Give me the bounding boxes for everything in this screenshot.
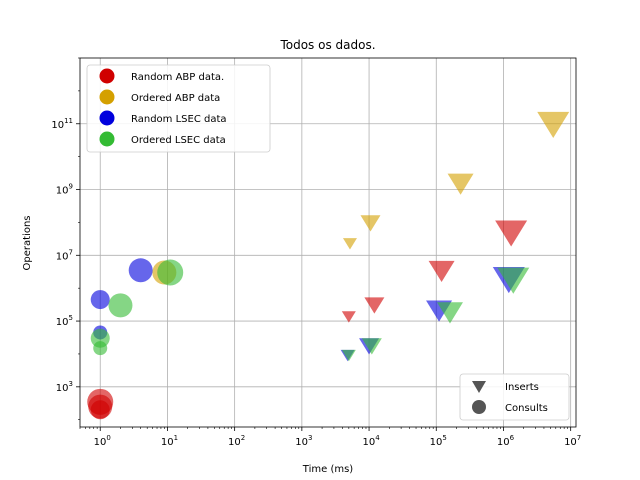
x-tick-label: 100 bbox=[94, 434, 111, 448]
y-tick-label-exponent: 9 bbox=[69, 183, 73, 191]
insert-marker bbox=[364, 297, 385, 314]
insert-marker bbox=[436, 302, 463, 324]
y-tick-label-base: 10 bbox=[56, 317, 69, 328]
y-axis-label: Operations bbox=[22, 216, 33, 271]
marker-legend-label: Consults bbox=[505, 403, 548, 414]
x-axis-label: Time (ms) bbox=[302, 464, 354, 475]
x-tick-label-exponent: 6 bbox=[510, 434, 515, 442]
x-tick-label-base: 10 bbox=[228, 437, 241, 448]
consult-marker bbox=[108, 293, 133, 318]
x-tick-label-base: 10 bbox=[430, 437, 443, 448]
x-tick-label-exponent: 1 bbox=[174, 434, 178, 442]
insert-marker bbox=[342, 238, 357, 250]
x-tick-label-exponent: 0 bbox=[106, 434, 110, 442]
insert-marker bbox=[341, 349, 356, 362]
consult-marker bbox=[90, 328, 110, 348]
x-tick-label-base: 10 bbox=[497, 437, 510, 448]
x-tick-label-exponent: 7 bbox=[577, 434, 581, 442]
y-tick-label-base: 10 bbox=[51, 120, 64, 131]
plot-frame bbox=[79, 57, 577, 428]
data-marks bbox=[87, 111, 570, 420]
x-tick-label-exponent: 4 bbox=[375, 434, 380, 442]
consults-legend-swatch bbox=[472, 400, 486, 414]
x-tick-label: 105 bbox=[430, 434, 447, 448]
marker-legend-label: Inserts bbox=[505, 382, 539, 393]
insert-marker bbox=[537, 111, 570, 138]
y-tick-label-base: 10 bbox=[56, 251, 69, 262]
y-tick-label: 1011 bbox=[51, 117, 73, 131]
x-tick-label-exponent: 2 bbox=[241, 434, 245, 442]
consult-marker bbox=[157, 259, 184, 286]
x-tick-label: 101 bbox=[161, 434, 178, 448]
x-tick-label-exponent: 5 bbox=[442, 434, 446, 442]
insert-marker bbox=[447, 173, 474, 195]
x-tick-label-base: 10 bbox=[564, 437, 577, 448]
x-tick-label-base: 10 bbox=[94, 437, 107, 448]
x-tick-label: 103 bbox=[295, 434, 312, 448]
x-tick-label-base: 10 bbox=[161, 437, 174, 448]
y-tick-label: 105 bbox=[56, 314, 73, 328]
x-tick-label-exponent: 3 bbox=[308, 434, 312, 442]
legend-swatch bbox=[99, 89, 115, 105]
y-tick-label-base: 10 bbox=[56, 186, 69, 197]
y-tick-label-exponent: 5 bbox=[69, 314, 73, 322]
consult-marker bbox=[90, 290, 110, 310]
legend-label: Random LSEC data bbox=[131, 114, 227, 125]
x-tick-label-base: 10 bbox=[362, 437, 375, 448]
series-legend: Random ABP data. Ordered ABP data Random L… bbox=[86, 64, 271, 153]
y-tick-label: 107 bbox=[56, 248, 73, 262]
y-tick-label: 103 bbox=[56, 380, 73, 394]
y-tick-label-exponent: 11 bbox=[64, 117, 73, 125]
legend-box bbox=[86, 64, 271, 153]
x-tick-label-base: 10 bbox=[295, 437, 308, 448]
chart-title: Todos os dados. bbox=[279, 38, 375, 52]
inserts-legend-swatch bbox=[472, 381, 486, 393]
marker-legend-box bbox=[459, 373, 570, 421]
legend-label: Ordered LSEC data bbox=[131, 135, 226, 146]
consult-marker bbox=[87, 388, 114, 415]
legend-label: Random ABP data. bbox=[131, 72, 224, 83]
insert-marker bbox=[495, 220, 528, 247]
x-axis-ticks: 100 101 102 103 104 105 106 107 bbox=[79, 427, 581, 448]
insert-marker bbox=[360, 215, 381, 232]
x-tick-label: 104 bbox=[362, 434, 380, 448]
y-tick-label-base: 10 bbox=[56, 383, 69, 394]
y-tick-label-exponent: 7 bbox=[69, 248, 73, 256]
y-tick-label-exponent: 3 bbox=[69, 380, 73, 388]
legend-swatch bbox=[99, 131, 115, 147]
x-tick-label: 106 bbox=[497, 434, 515, 448]
insert-marker bbox=[341, 311, 356, 323]
insert-marker bbox=[497, 267, 530, 294]
insert-marker bbox=[361, 338, 382, 355]
legend-label: Ordered ABP data bbox=[131, 93, 220, 104]
insert-marker bbox=[428, 260, 455, 283]
x-tick-label: 107 bbox=[564, 434, 581, 448]
legend-swatch bbox=[99, 110, 115, 126]
legend-swatch bbox=[99, 68, 115, 84]
marker-legend: Inserts Consults bbox=[459, 373, 570, 421]
y-tick-label: 109 bbox=[56, 183, 73, 197]
consult-marker bbox=[128, 258, 153, 283]
x-tick-label: 102 bbox=[228, 434, 245, 448]
